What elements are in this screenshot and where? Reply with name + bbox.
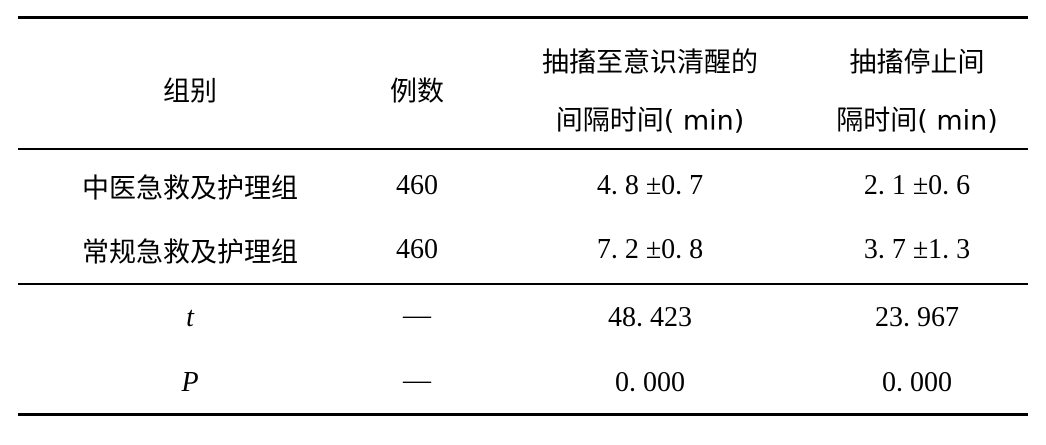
group-name: 常规急救及护理组 (82, 237, 298, 269)
top-rule (18, 16, 1028, 19)
header-time-to-conscious-line2: 间隔时间( min) (555, 105, 745, 137)
p-value-conscious: 0. 000 (615, 367, 685, 398)
p-value-seizure: 0. 000 (882, 367, 952, 398)
dash: — (403, 300, 431, 331)
t-label: t (186, 302, 194, 333)
t-value-conscious: 48. 423 (608, 302, 692, 333)
p-label: P (181, 367, 199, 398)
header-seizure-stop-line1: 抽搐停止间 (849, 47, 985, 79)
count: 460 (396, 170, 438, 201)
time-to-conscious: 7. 2 ±0. 8 (596, 234, 704, 265)
header-group: 组别 (163, 76, 217, 108)
count: 460 (396, 234, 438, 265)
seizure-stop-time: 3. 7 ±1. 3 (863, 234, 971, 265)
seizure-stop-time: 2. 1 ±0. 6 (863, 170, 971, 201)
group-name: 中医急救及护理组 (82, 173, 298, 205)
dash: — (403, 365, 431, 396)
bottom-rule (18, 413, 1028, 416)
header-seizure-stop-line2: 隔时间( min) (836, 105, 998, 137)
time-to-conscious: 4. 8 ±0. 7 (596, 170, 704, 201)
stats-rule (18, 283, 1028, 285)
t-value-seizure: 23. 967 (875, 302, 959, 333)
header-count: 例数 (390, 76, 444, 108)
header-time-to-conscious-line1: 抽搐至意识清醒的 (542, 47, 758, 79)
header-rule (18, 148, 1028, 150)
